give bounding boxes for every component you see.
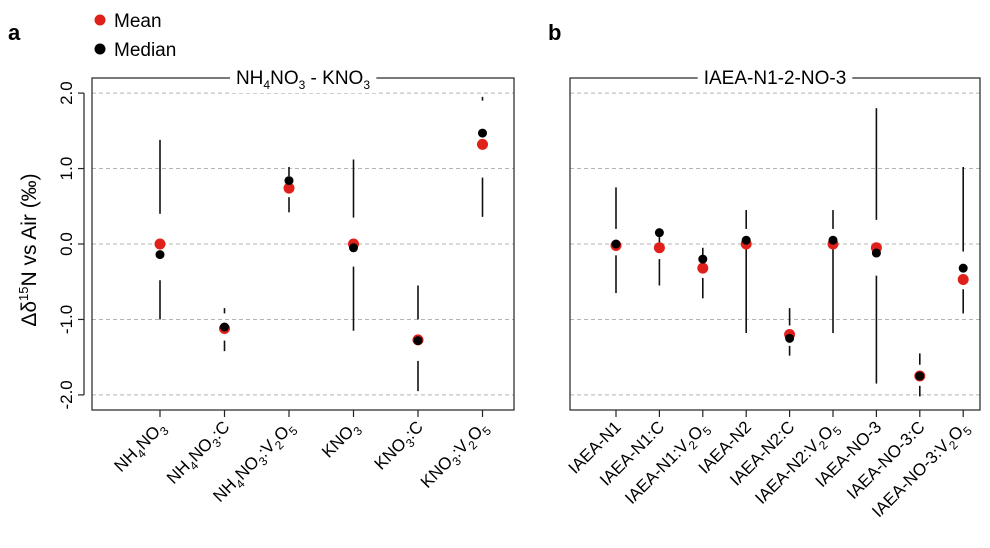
panel-title: IAEA-N1-2-NO-3 [704, 68, 847, 89]
median-point [958, 263, 968, 273]
panel-title: NH4NO3 - KNO3 [236, 68, 370, 92]
median-point [611, 239, 621, 249]
panel-letter-a: a [8, 20, 21, 45]
median-point [349, 243, 358, 253]
panel-title-background [697, 67, 853, 90]
median-point [698, 254, 708, 264]
median-point [155, 250, 165, 260]
y-tick-label: -1.0 [57, 305, 76, 334]
median-point [828, 235, 838, 245]
x-tick-label: KNO3:C [371, 417, 430, 476]
y-tick-label: 1.0 [57, 157, 76, 181]
mean-point [283, 182, 295, 194]
median-point [220, 322, 229, 332]
median-point [915, 371, 925, 381]
mean-point [697, 262, 709, 274]
median-point [478, 128, 487, 138]
x-tick-label: NH4NO3 [111, 417, 172, 478]
x-tick-label: KNO3 [318, 417, 365, 464]
panel-title-background [229, 67, 377, 93]
mean-point [154, 238, 166, 250]
median-point [871, 248, 881, 258]
legend-median-swatch [94, 43, 106, 55]
y-axis-label: Δδ15N vs Air (‰) [16, 173, 41, 326]
y-tick-label: 0.0 [57, 232, 76, 256]
median-point [413, 336, 423, 346]
median-point [284, 176, 294, 186]
median-point [741, 235, 751, 245]
median-point [654, 228, 664, 238]
panel-a: NH4NO3 - KNO32.01.00.0-1.0-2.0NH4NO3NH4N… [57, 67, 515, 506]
panel-b: IAEA-N1-2-NO-3IAEA-N1IAEA-N1:CIAEA-N1:V2… [565, 67, 981, 521]
legend-median-label: Median [114, 40, 176, 61]
y-tick-label: -2.0 [57, 380, 76, 409]
mean-point [957, 273, 969, 285]
panel-letter-b: b [548, 20, 561, 45]
mean-point [477, 138, 488, 150]
median-point [785, 333, 795, 343]
x-tick-label: KNO3:V2O5 [417, 417, 494, 494]
legend-mean-label: Mean [114, 11, 162, 32]
mean-point [653, 242, 665, 254]
legend: Mean Median [94, 11, 176, 61]
y-tick-label: 2.0 [57, 81, 76, 105]
legend-mean-swatch [94, 14, 106, 26]
